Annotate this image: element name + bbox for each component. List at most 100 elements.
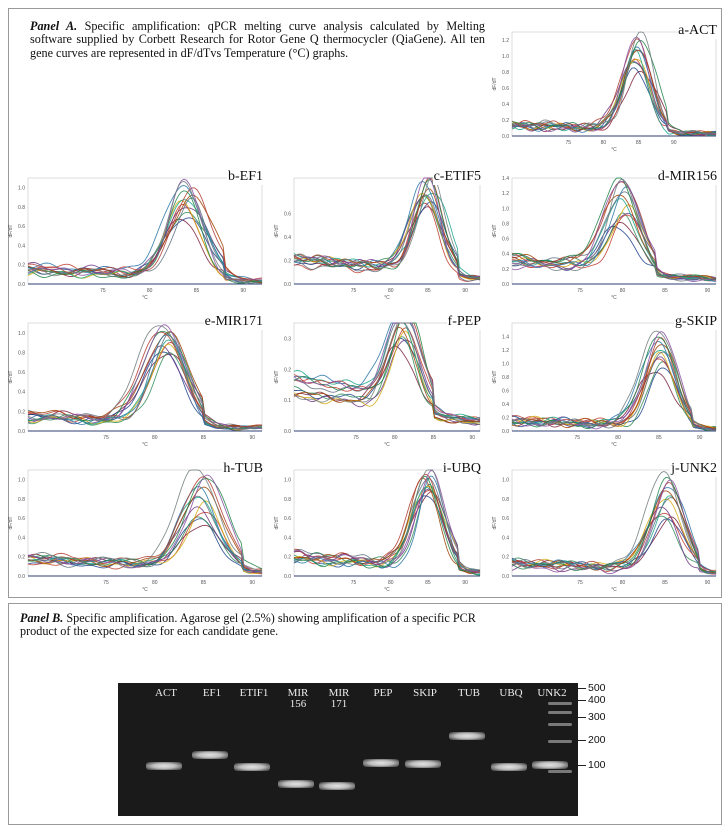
x-tick-label: 90 (697, 435, 703, 441)
x-tick-label: 90 (240, 288, 246, 294)
x-axis-unit: °C (384, 442, 390, 448)
melting-curve-line (294, 178, 480, 277)
agarose-gel-image: ACT EF1 ETIF1 MIR 156 MIR 171 PEP SKIP TUB UBQ UNK2 (118, 683, 578, 816)
y-tick-label: 0.2 (284, 555, 291, 561)
melting-curve-plot: 0.0 0.2 0.4 0.6 0.8 1.0 75 80 85 90 °C dF/dT (8, 311, 268, 449)
panel-a-caption-line: gene curves are represented in dF/dTvs T… (30, 46, 310, 60)
ladder-tick (578, 765, 586, 766)
melting-curve-line (512, 227, 716, 281)
x-tick-label: 85 (662, 288, 668, 294)
panel-b-heading: Panel B. (20, 611, 63, 625)
melting-curve-line (512, 222, 716, 280)
ladder-tick (578, 717, 586, 718)
melting-curve-line (294, 195, 480, 280)
panel-title: j-UNK2 (670, 461, 718, 477)
x-tick-label: 75 (103, 580, 109, 586)
gel-lane-name: PEP (359, 688, 407, 699)
x-tick-label: 90 (705, 580, 711, 586)
y-axis-unit: dF/dT (274, 370, 280, 383)
x-tick-label: 90 (462, 580, 468, 586)
x-tick-label: 80 (388, 288, 394, 294)
panel-a-heading: Panel A. (30, 19, 77, 33)
y-axis-unit: dF/dT (274, 516, 280, 529)
ladder-tick (578, 688, 586, 689)
melting-curve-line (294, 339, 480, 425)
melting-curve-plot: 0.0 0.2 0.4 0.6 75 80 85 90 °C dF/dT (274, 166, 486, 302)
x-tick-label: 75 (577, 580, 583, 586)
x-tick-label: 90 (469, 435, 475, 441)
x-tick-label: 80 (620, 288, 626, 294)
ladder-band (548, 770, 572, 773)
x-tick-label: 75 (574, 435, 580, 441)
x-axis-unit: °C (142, 295, 148, 301)
melting-curve-plot: 0.00.20.40.60.81.01.21.475 80 85 90°CdF/dT (492, 166, 722, 302)
x-tick-label: 80 (620, 580, 626, 586)
y-tick-label: 0.8 (502, 221, 509, 227)
y-axis-unit: dF/dT (8, 224, 14, 237)
y-tick-label: 0.0 (18, 574, 25, 580)
x-tick-label: 80 (392, 435, 398, 441)
melting-curve-line (294, 207, 480, 280)
y-tick-label: 0.6 (502, 389, 509, 395)
y-tick-label: 0.8 (502, 375, 509, 381)
melting-curve-panel-j-unk2: 0.0 0.2 0.4 0.6 0.8 1.0 75 80 85 90 °C dF/dT j-UNK2 (492, 458, 722, 594)
ladder-tick (578, 700, 586, 701)
gel-lane-label: PEP (359, 688, 407, 699)
melting-curve-line (28, 487, 262, 570)
y-tick-label: 1.0 (18, 478, 25, 484)
x-tick-label: 85 (656, 435, 662, 441)
panel-b-caption-line: product of the expected size for each ca… (20, 624, 278, 638)
melting-curve-line (512, 47, 716, 135)
gel-lane-name: EF1 (188, 688, 236, 699)
x-axis-unit: °C (384, 295, 390, 301)
ladder-size-label: 500 (588, 683, 606, 694)
panel-title: g-SKIP (674, 314, 718, 330)
y-tick-label: 1.0 (502, 478, 509, 484)
y-tick-label: 0.2 (502, 555, 509, 561)
y-tick-label: 0.4 (18, 243, 25, 249)
x-axis-unit: °C (611, 147, 617, 153)
y-tick-label: 0.8 (18, 205, 25, 211)
y-tick-label: 0.3 (284, 336, 291, 342)
melting-curve-line (28, 332, 262, 427)
gel-band (192, 751, 228, 759)
y-tick-label: 0.0 (502, 574, 509, 580)
y-tick-label: 0.2 (18, 409, 25, 415)
panel-a-caption: Panel A. Specific amplification: qPCR me… (30, 20, 485, 60)
ladder-size-label: 400 (588, 695, 606, 706)
x-tick-label: 80 (615, 435, 621, 441)
gel-lane-name: ACT (142, 688, 190, 699)
y-tick-label: 1.0 (502, 206, 509, 212)
x-tick-label: 80 (601, 140, 607, 146)
y-tick-label: 1.0 (502, 54, 509, 60)
y-tick-label: 0.4 (284, 535, 291, 541)
melting-curve-line (294, 323, 480, 421)
y-axis-unit: dF/dT (274, 224, 280, 237)
panel-a-caption-line: graphs. (313, 46, 349, 60)
y-tick-label: 0.8 (502, 497, 509, 503)
panel-title: h-TUB (222, 461, 264, 477)
x-tick-label: 85 (636, 140, 642, 146)
melting-curve-panel-a-act: 0.0 0.2 0.4 0.6 0.8 1.0 1.2 75 80 85 90 °C dF/dT a-AC… (492, 20, 722, 154)
melting-curve-panel-g-skip: 0.0 0.2 0.4 0.6 0.8 1.0 1.2 1.4 75 80 85 90 °C dF/dT g… (492, 311, 722, 449)
y-tick-label: 0.4 (18, 535, 25, 541)
x-tick-label: 85 (201, 435, 207, 441)
y-tick-label: 0.6 (502, 516, 509, 522)
y-tick-label: 0.0 (284, 282, 291, 288)
gel-lane-label: MIR 171 (315, 688, 363, 710)
x-tick-label: 85 (194, 288, 200, 294)
y-tick-label: 0.8 (18, 350, 25, 356)
melting-curve-line (512, 32, 716, 134)
y-tick-label: 0.6 (502, 237, 509, 243)
panel-title: c-ETIF5 (433, 169, 482, 185)
plot-area (512, 323, 716, 431)
y-axis-unit: dF/dT (8, 370, 14, 383)
melting-curve-line (28, 218, 262, 282)
y-tick-label: 1.2 (502, 348, 509, 354)
x-tick-label: 85 (662, 580, 668, 586)
melting-curve-line (294, 323, 480, 422)
panel-title: b-EF1 (227, 169, 264, 185)
melting-curve-panel-f-pep: 0.0 0.1 0.2 0.3 75 80 85 90 °C dF/dT f-PEP (274, 311, 486, 449)
y-axis-unit: dF/dT (492, 370, 498, 383)
melting-curve-plot: 0.0 0.2 0.4 0.6 0.8 1.0 75 80 85 90 °C dF/dT (274, 458, 486, 594)
